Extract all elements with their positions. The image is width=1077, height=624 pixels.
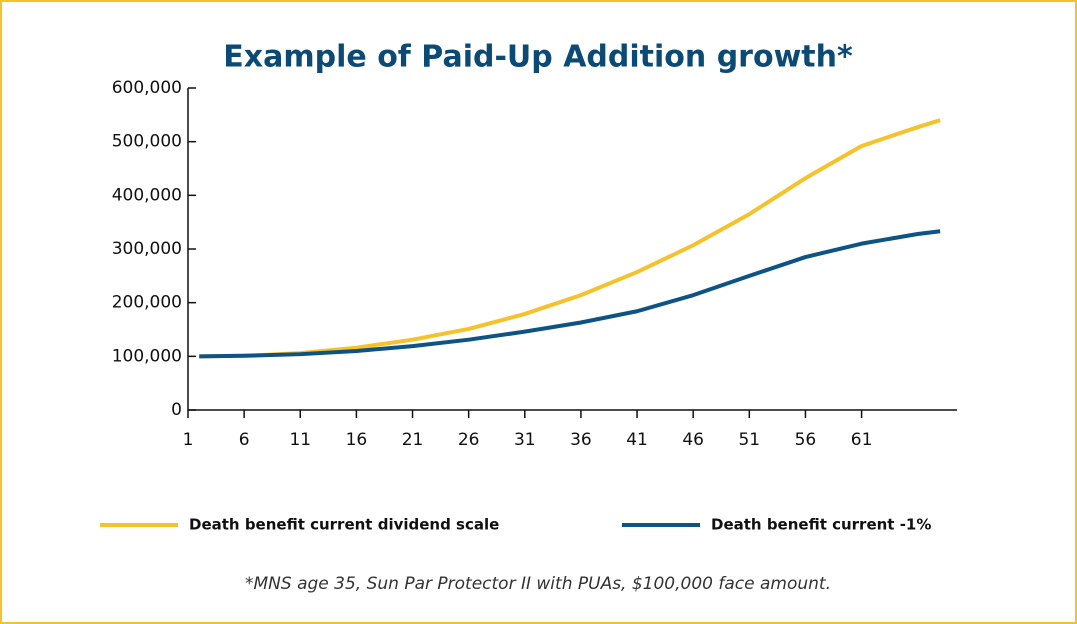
x-tick-label: 36 xyxy=(570,430,592,450)
x-tick-label: 11 xyxy=(289,430,311,450)
x-tick-label: 1 xyxy=(183,430,194,450)
y-tick-label: 400,000 xyxy=(112,185,182,205)
footnote: *MNS age 35, Sun Par Protector II with P… xyxy=(245,574,831,594)
y-tick-label: 200,000 xyxy=(112,293,182,313)
chart-title: Example of Paid-Up Addition growth* xyxy=(223,40,853,75)
x-tick-label: 51 xyxy=(738,430,760,450)
x-tick-label: 26 xyxy=(458,430,480,450)
x-tick-label: 56 xyxy=(795,430,817,450)
y-tick-label: 600,000 xyxy=(112,78,182,98)
y-tick-label: 300,000 xyxy=(112,239,182,259)
x-tick-label: 6 xyxy=(239,430,250,450)
legend-label: Death benefit current -1% xyxy=(711,516,931,534)
series-line xyxy=(199,229,941,359)
series-line xyxy=(199,118,941,359)
legend-label: Death benefit current dividend scale xyxy=(189,516,499,534)
y-tick-label: 100,000 xyxy=(112,346,182,366)
y-tick-label: 500,000 xyxy=(112,132,182,152)
x-tick-label: 31 xyxy=(514,430,536,450)
x-tick-label: 16 xyxy=(346,430,368,450)
x-tick-label: 61 xyxy=(851,430,873,450)
x-tick-label: 46 xyxy=(682,430,704,450)
y-tick-label: 0 xyxy=(171,400,182,420)
x-tick-label: 41 xyxy=(626,430,648,450)
x-tick-label: 21 xyxy=(402,430,424,450)
